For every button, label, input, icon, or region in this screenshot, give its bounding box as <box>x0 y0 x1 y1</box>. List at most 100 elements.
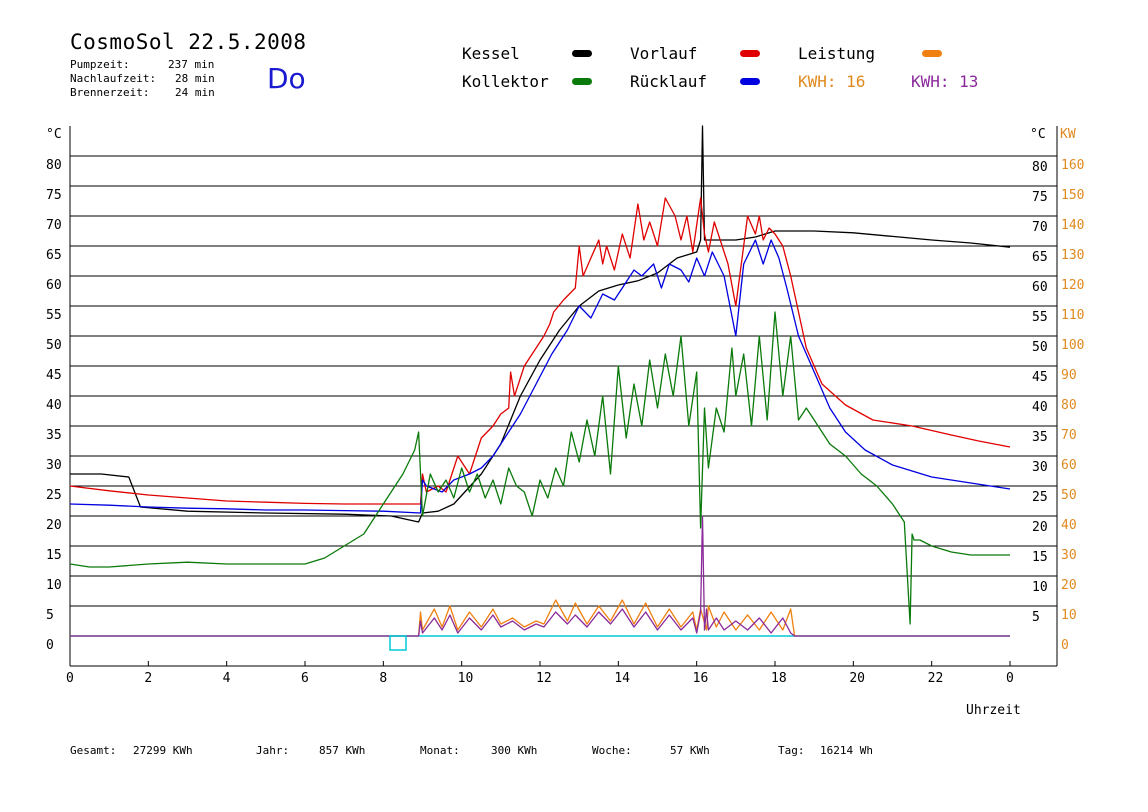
y-tick-label: 0 <box>46 638 54 653</box>
y-tick-label-right: 60 <box>1032 280 1048 295</box>
legend-swatch-kessel <box>572 50 592 57</box>
series-line-power-2 <box>70 515 1010 637</box>
y-tick-label: 55 <box>46 308 62 323</box>
y2-tick-label: 90 <box>1061 368 1077 383</box>
kwh-label: KWH: <box>798 72 837 91</box>
kwh-label: KWH: <box>911 72 950 91</box>
y-tick-label: 10 <box>46 578 62 593</box>
x-tick-label: 14 <box>614 671 630 686</box>
y2-tick-label: 100 <box>1061 338 1084 353</box>
legend-label-kessel: Kessel <box>462 44 520 63</box>
y-tick-label-right: 30 <box>1032 460 1048 475</box>
y2-tick-label: 120 <box>1061 278 1084 293</box>
footer-label: Jahr: <box>256 744 290 757</box>
y2-tick-label: 50 <box>1061 488 1077 503</box>
x-tick-label: 0 <box>66 671 74 686</box>
series-line-kollektor <box>69 311 1010 625</box>
x-tick-label: 0 <box>1006 671 1014 686</box>
y-tick-label-right: 55 <box>1032 310 1048 325</box>
kwh-total-2: KWH: 13 <box>911 72 978 91</box>
weekday-label: Do <box>267 62 306 95</box>
footer-value: 857 KWh <box>319 744 366 757</box>
y-tick-label: 25 <box>46 488 62 503</box>
y-tick-label: 75 <box>46 188 62 203</box>
x-tick-label: 10 <box>458 671 474 686</box>
x-tick-label: 20 <box>849 671 865 686</box>
y2-axis-unit-right: KW <box>1060 127 1076 142</box>
footer-value: 27299 KWh <box>133 744 193 757</box>
y2-tick-label: 130 <box>1061 248 1084 263</box>
x-tick-label: 12 <box>536 671 552 686</box>
y-tick-label: 65 <box>46 248 62 263</box>
y-tick-label-right: 15 <box>1032 550 1048 565</box>
y-tick-label: 45 <box>46 368 62 383</box>
x-tick-label: 18 <box>771 671 787 686</box>
marker-box <box>389 635 407 651</box>
y2-tick-label: 60 <box>1061 458 1077 473</box>
y-tick-label: 20 <box>46 518 62 533</box>
y-tick-label-right: 20 <box>1032 520 1048 535</box>
y-tick-label: 50 <box>46 338 62 353</box>
footer-value: 300 KWh <box>491 744 538 757</box>
stat-value: 24 min <box>175 86 215 99</box>
stat-label: Brennerzeit: <box>70 86 150 99</box>
y-tick-label-right: 75 <box>1032 190 1048 205</box>
legend-label-leistung: Leistung <box>798 44 876 63</box>
y-tick-label-right: 80 <box>1032 160 1048 175</box>
y-tick-label: 15 <box>46 548 62 563</box>
legend-label-ruecklauf: Rücklauf <box>630 72 708 91</box>
series-line-rcklauf <box>69 239 1011 514</box>
y-tick-label: 30 <box>46 458 62 473</box>
y2-tick-label: 10 <box>1061 608 1077 623</box>
y-tick-label-right: 10 <box>1032 580 1048 595</box>
y-axis-unit-left: °C <box>46 127 62 142</box>
x-tick-label: 2 <box>144 671 152 686</box>
kwh-value: 16 <box>846 72 866 91</box>
y-tick-label-right: 40 <box>1032 400 1048 415</box>
legend-swatch-vorlauf <box>740 50 760 57</box>
chart-title: CosmoSol 22.5.2008 <box>70 30 307 54</box>
legend-swatch-ruecklauf <box>740 78 760 85</box>
kwh-total-1: KWH: 16 <box>798 72 865 91</box>
stat-value: 28 min <box>175 72 215 85</box>
stat-label: Nachlaufzeit: <box>70 72 157 85</box>
series-line-kessel <box>70 125 1011 523</box>
y-tick-label: 80 <box>46 158 62 173</box>
y-tick-label: 60 <box>46 278 62 293</box>
y-tick-label-right: 65 <box>1032 250 1048 265</box>
x-tick-label: 6 <box>301 671 309 686</box>
y2-tick-label: 80 <box>1061 398 1077 413</box>
y2-tick-label: 40 <box>1061 518 1077 533</box>
y-tick-label-right: 5 <box>1032 610 1040 625</box>
y-tick-label: 40 <box>46 398 62 413</box>
y2-tick-label: 70 <box>1061 428 1077 443</box>
y2-tick-label: 30 <box>1061 548 1077 563</box>
y-tick-label: 70 <box>46 218 62 233</box>
stat-value: 237 min <box>168 58 215 71</box>
legend-label-kollektor: Kollektor <box>462 72 549 91</box>
series-line-vorlauf <box>69 197 1011 505</box>
y2-tick-label: 110 <box>1061 308 1084 323</box>
y2-tick-label: 160 <box>1061 158 1084 173</box>
x-tick-label: 22 <box>928 671 944 686</box>
y-tick-label-right: 70 <box>1032 220 1048 235</box>
legend-swatch-leistung <box>922 50 942 57</box>
legend-label-vorlauf: Vorlauf <box>630 44 698 63</box>
y-tick-label-right: 25 <box>1032 490 1048 505</box>
footer-value: 57 KWh <box>670 744 710 757</box>
y-tick-label: 5 <box>46 608 54 623</box>
y2-tick-label: 20 <box>1061 578 1077 593</box>
y2-tick-label: 150 <box>1061 188 1084 203</box>
y2-tick-label: 0 <box>1061 638 1069 653</box>
footer-label: Gesamt: <box>70 744 117 757</box>
x-tick-label: 4 <box>223 671 231 686</box>
footer-label: Tag: <box>778 744 805 757</box>
series-line-leistung <box>70 599 1010 637</box>
x-tick-label: 8 <box>379 671 387 686</box>
x-tick-label: 16 <box>693 671 709 686</box>
stat-label: Pumpzeit: <box>70 58 130 71</box>
y-tick-label: 35 <box>46 428 62 443</box>
footer-value: 16214 Wh <box>820 744 873 757</box>
legend-swatch-kollektor <box>572 78 592 85</box>
